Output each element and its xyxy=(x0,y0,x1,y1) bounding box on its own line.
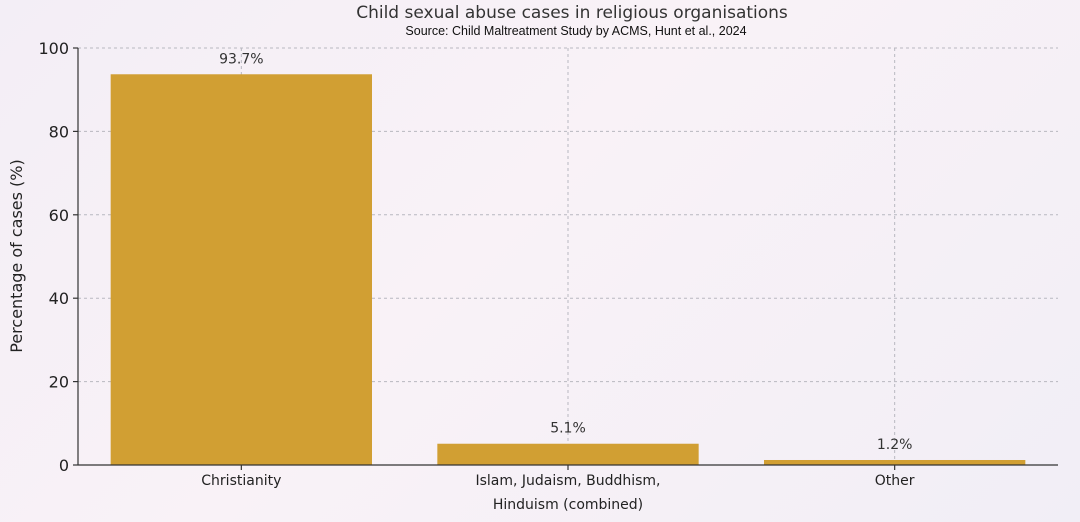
bar-2 xyxy=(764,459,1026,465)
y-tick-label: 20 xyxy=(49,373,69,392)
bar-0 xyxy=(110,74,373,465)
y-axis-label: Percentage of cases (%) xyxy=(7,159,26,353)
data-label-1: 5.1% xyxy=(550,421,586,437)
x-tick-label: Christianity xyxy=(201,473,281,489)
labels: 0 20 40 60 80 100 93.7% 5.1% 1.2% Christianity Isl… xyxy=(38,39,914,513)
axes xyxy=(73,47,1058,470)
y-tick-label: 40 xyxy=(49,289,69,308)
x-tick-label: Hinduism (combined) xyxy=(493,497,643,513)
y-tick-label: 100 xyxy=(38,39,69,58)
x-tick-label: Other xyxy=(875,473,915,489)
data-label-2: 1.2% xyxy=(877,437,913,453)
chart-title: Child sexual abuse cases in religious or… xyxy=(356,3,788,23)
x-tick-label: Islam, Judaism, Buddhism, xyxy=(475,473,660,489)
data-label-0: 93.7% xyxy=(219,51,263,67)
chart-subtitle: Source: Child Maltreatment Study by ACMS… xyxy=(405,24,746,38)
y-tick-label: 80 xyxy=(49,122,69,141)
y-tick-label: 0 xyxy=(59,456,69,475)
bar-1 xyxy=(437,443,699,465)
bars xyxy=(110,74,1026,465)
y-tick-label: 60 xyxy=(49,206,69,225)
